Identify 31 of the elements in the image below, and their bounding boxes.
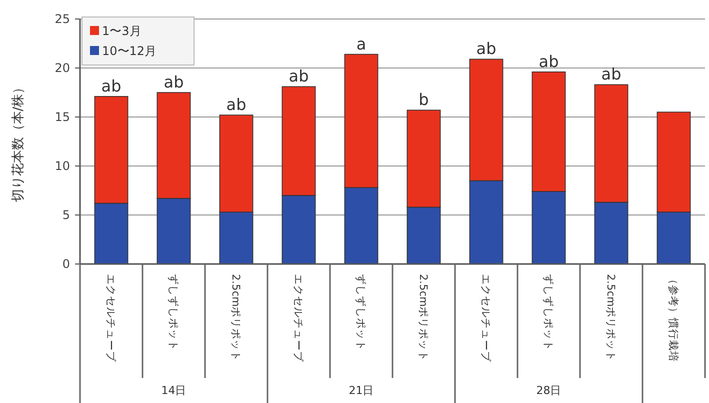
data-label: ab xyxy=(601,64,622,84)
text: 14日 xyxy=(161,384,186,397)
x-tick-label: ずしずしポット xyxy=(354,274,368,351)
x-tick-label: エクセルチューブ xyxy=(480,274,493,363)
data-label: ab xyxy=(288,66,309,86)
text: 28日 xyxy=(536,384,562,397)
text: 21日 xyxy=(348,384,374,397)
y-tick-label: 25 xyxy=(54,12,70,26)
y-axis-title: 切り花本数（本/株） xyxy=(11,80,26,202)
x-tick-label: 2.5cmポリポット xyxy=(604,274,617,362)
y-tick-label: 0 xyxy=(62,257,70,272)
y-tick-label: 15 xyxy=(54,110,70,124)
y-tick-label: 10 xyxy=(54,159,70,174)
x-tick-label: ずしずしポット xyxy=(167,274,180,351)
data-label: ab xyxy=(226,95,246,114)
data-label: ab xyxy=(476,39,496,58)
legend-label: 10〜12月 xyxy=(102,44,157,58)
data-label: ab xyxy=(538,52,559,71)
data-label: a xyxy=(356,34,366,54)
x-tick-label: （参考）慣行栽培 xyxy=(667,274,680,362)
x-tick-label: エクセルチューブ xyxy=(292,274,306,363)
x-tick-label: 2.5cmポリポット xyxy=(230,274,242,362)
legend-label: 1〜3月 xyxy=(102,24,142,38)
y-tick-label: 5 xyxy=(62,208,70,222)
data-label: ab xyxy=(101,76,122,96)
data-label: b xyxy=(418,90,429,110)
x-tick-label: ずしずしポット xyxy=(542,274,556,351)
y-tick-label: 20 xyxy=(54,61,70,76)
x-tick-label: エクセルチューブ xyxy=(104,274,118,363)
data-label: ab xyxy=(164,72,184,92)
x-tick-label: 2.5cmポリポット xyxy=(417,274,430,362)
